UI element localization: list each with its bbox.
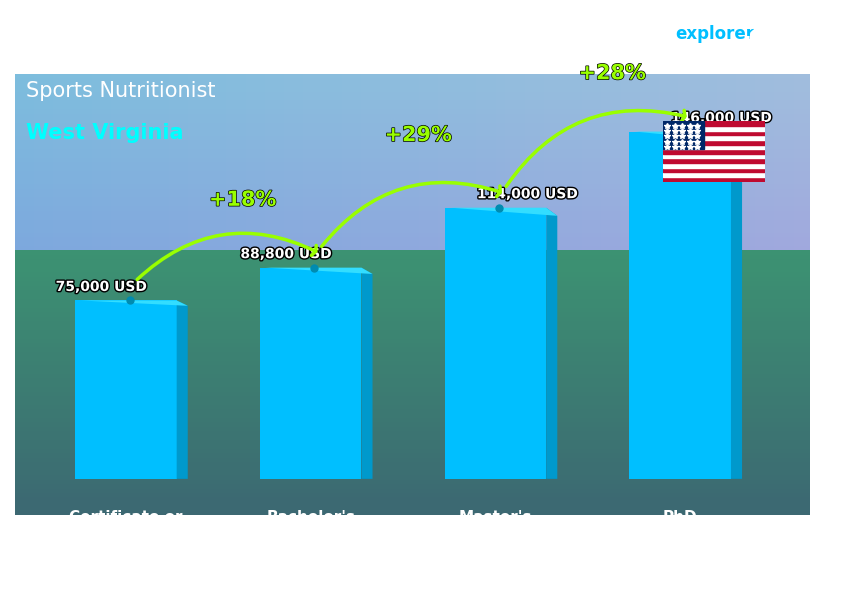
Text: Bachelor's
Degree: Bachelor's Degree [266,510,355,542]
Text: 75,000 USD: 75,000 USD [55,280,147,294]
Bar [629,132,731,479]
Text: 146,000 USD: 146,000 USD [671,111,772,125]
Bar [663,159,765,163]
Text: West Virginia: West Virginia [26,124,183,144]
Bar [663,144,765,149]
Polygon shape [361,268,372,479]
Text: .com: .com [745,25,790,44]
Bar [663,130,765,135]
Polygon shape [177,301,188,479]
Polygon shape [547,208,558,479]
Text: Sports Nutritionist: Sports Nutritionist [26,81,215,101]
Bar [663,163,765,168]
Text: 88,800 USD: 88,800 USD [241,247,332,261]
Text: Salary Comparison By Education: Salary Comparison By Education [26,19,582,48]
Text: Certificate or
Diploma: Certificate or Diploma [69,510,183,542]
Polygon shape [731,132,742,479]
Bar [663,154,765,159]
Text: Master's
Degree: Master's Degree [459,510,532,542]
Bar [663,126,765,130]
Polygon shape [75,301,188,306]
Polygon shape [629,132,742,142]
Bar [75,301,177,479]
Bar [663,177,765,182]
Bar [663,135,765,140]
Text: 114,000 USD: 114,000 USD [477,187,578,201]
Bar [260,268,361,479]
Bar [445,208,547,479]
Text: PhD: PhD [663,510,698,525]
Text: explorer: explorer [676,25,755,44]
Text: salary: salary [612,25,669,44]
Text: +28%: +28% [579,63,646,83]
Bar [663,140,765,144]
Bar [663,149,765,154]
Text: +18%: +18% [209,190,276,210]
Bar [663,121,765,126]
Polygon shape [260,268,372,274]
Text: Average Yearly Salary: Average Yearly Salary [824,242,835,364]
Bar [663,168,765,173]
Text: +29%: +29% [384,125,452,145]
Bar [663,121,704,149]
Polygon shape [445,208,558,216]
Bar [663,173,765,177]
